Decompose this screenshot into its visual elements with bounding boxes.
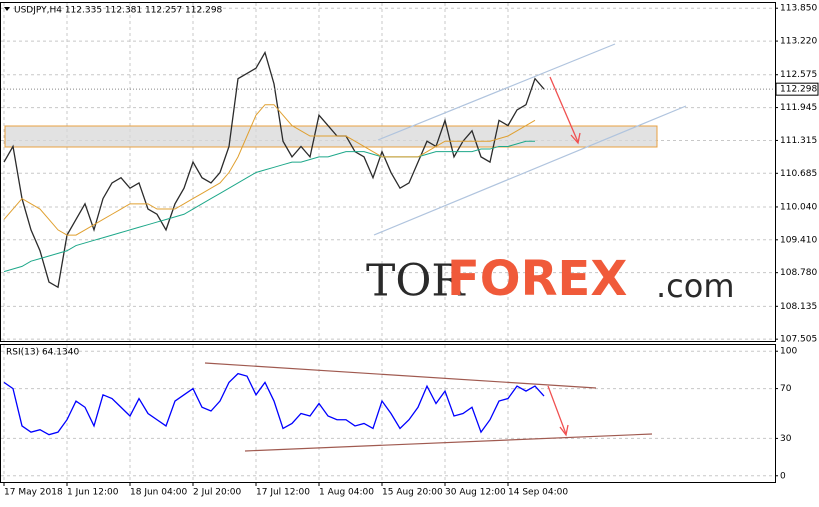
y-tick-label: 110.040 — [780, 202, 817, 212]
y-tick-label: 70 — [780, 384, 792, 394]
indicator-label: RSI(13) 64.1340 — [6, 348, 79, 358]
arrow-head — [570, 132, 581, 145]
last-price-box — [775, 82, 819, 96]
watermark-tor: TOR — [366, 256, 466, 307]
symbol-header: USDJPY,H4 112.335 112.381 112.257 112.29… — [14, 6, 223, 16]
series-line — [3, 104, 536, 236]
x-tick-label: 17 Jul 12:00 — [256, 488, 310, 498]
y-tick-label: 110.685 — [780, 169, 817, 179]
arrow — [547, 385, 567, 435]
series-line — [3, 372, 545, 436]
y-tick-label: 109.410 — [780, 235, 817, 245]
x-tick-label: 2 Jul 20:00 — [193, 488, 242, 498]
x-tick-label: 15 Aug 20:00 — [382, 488, 443, 498]
x-tick-label: 1 Aug 04:00 — [319, 488, 374, 498]
rsi-trend-lower — [244, 433, 653, 452]
rsi-trend-upper — [204, 362, 597, 389]
forecast-arrows — [547, 76, 581, 437]
rsi-panel-frame — [0, 344, 776, 483]
watermark-com: .com — [656, 267, 735, 305]
channel-lower — [373, 105, 687, 236]
arrow — [549, 76, 579, 143]
channel-upper — [377, 43, 616, 141]
series-line — [3, 140, 535, 273]
menu-arrow — [4, 7, 10, 11]
y-tick-label: 30 — [780, 434, 792, 444]
grid-layer — [1, 3, 775, 482]
channel-lines — [373, 43, 687, 236]
y-tick-label: 108.135 — [780, 302, 817, 312]
y-tick-label: 111.315 — [780, 136, 817, 146]
y-tick-label: 112.575 — [780, 70, 817, 80]
x-tick-label: 17 May 2018 — [4, 488, 63, 498]
watermark-forex: FOREX — [447, 251, 627, 307]
y-tick-label: 0 — [780, 471, 786, 481]
y-tick-label: 111.945 — [780, 103, 817, 113]
y-tick-label: 108.780 — [780, 268, 817, 278]
x-tick-label: 30 Aug 12:00 — [445, 488, 506, 498]
x-tick-label: 14 Sep 04:00 — [508, 488, 568, 498]
rsi-trend-lines — [204, 362, 653, 452]
x-tick-label: 1 Jun 12:00 — [67, 488, 119, 498]
y-tick-label: 113.850 — [780, 4, 817, 14]
data-layer — [1, 50, 775, 436]
x-tick-label: 18 Jun 04:00 — [130, 488, 187, 498]
series-line — [3, 50, 545, 289]
y-tick-label: 100 — [780, 347, 797, 357]
y-tick-label: 107.505 — [780, 335, 817, 345]
last-price-label: 112.298 — [780, 85, 817, 95]
main-panel-frame — [0, 2, 776, 342]
y-tick-label: 113.220 — [780, 37, 817, 47]
arrow-head — [559, 424, 569, 437]
